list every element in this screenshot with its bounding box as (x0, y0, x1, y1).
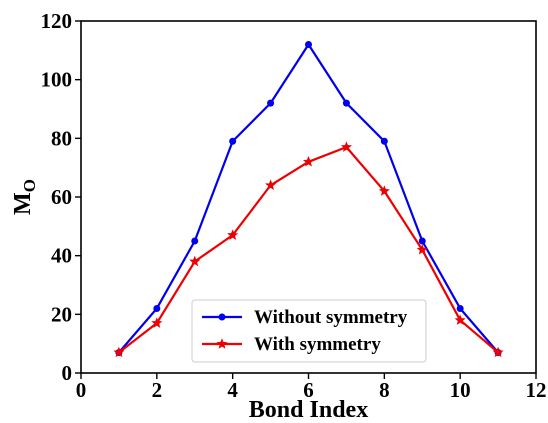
data-point (416, 243, 428, 255)
series-layer (113, 40, 504, 358)
data-point (113, 346, 125, 358)
x-axis-ticks: 0 2 4 6 8 10 12 (76, 373, 547, 402)
x-tick-label: 10 (450, 378, 471, 402)
series-1 (113, 141, 504, 358)
y-tick-label: 80 (51, 126, 72, 150)
legend-entry: Without symmetry (202, 307, 408, 328)
data-point (265, 179, 277, 190)
legend-marker (216, 338, 228, 349)
x-tick-label: 4 (227, 378, 238, 402)
y-tick-label: 0 (62, 361, 73, 385)
data-point (153, 304, 161, 312)
x-axis-label: Bond Index (249, 397, 368, 423)
data-point (229, 137, 237, 145)
x-tick-label: 6 (303, 378, 314, 402)
data-point (418, 237, 426, 245)
y-axis-ticks: 0 20 40 60 80 100 120 (41, 9, 81, 385)
data-point (378, 185, 390, 196)
legend-marker (218, 313, 226, 321)
legend-label: With symmetry (254, 334, 381, 355)
data-point (342, 99, 350, 107)
legend-box (191, 299, 427, 363)
legend-label: Without symmetry (254, 307, 408, 328)
series-0 (115, 40, 502, 356)
y-tick-label: 60 (51, 185, 72, 209)
y-axis-label-main: M (10, 192, 36, 215)
data-point (380, 137, 388, 145)
data-point (151, 317, 163, 328)
data-point (267, 99, 275, 107)
data-point (340, 141, 352, 152)
y-tick-label: 120 (41, 9, 73, 33)
data-point (191, 237, 199, 245)
y-axis-label-subscript: O (20, 179, 39, 192)
y-tick-label: 40 (51, 244, 72, 268)
x-tick-label: 0 (76, 378, 87, 402)
data-point (454, 314, 466, 325)
y-axis-label: MO (10, 179, 39, 215)
data-point (302, 155, 315, 167)
data-point (492, 346, 504, 358)
legend: Without symmetry With symmetry (191, 299, 427, 363)
x-tick-label: 2 (152, 378, 163, 402)
data-point (456, 304, 464, 312)
y-tick-label: 100 (41, 68, 73, 92)
legend-entry: With symmetry (202, 334, 381, 355)
data-point (305, 40, 312, 48)
x-tick-label: 8 (379, 378, 390, 402)
x-tick-label: 12 (526, 378, 547, 402)
y-tick-label: 20 (51, 302, 72, 326)
data-point (227, 229, 239, 240)
data-point (189, 255, 201, 267)
